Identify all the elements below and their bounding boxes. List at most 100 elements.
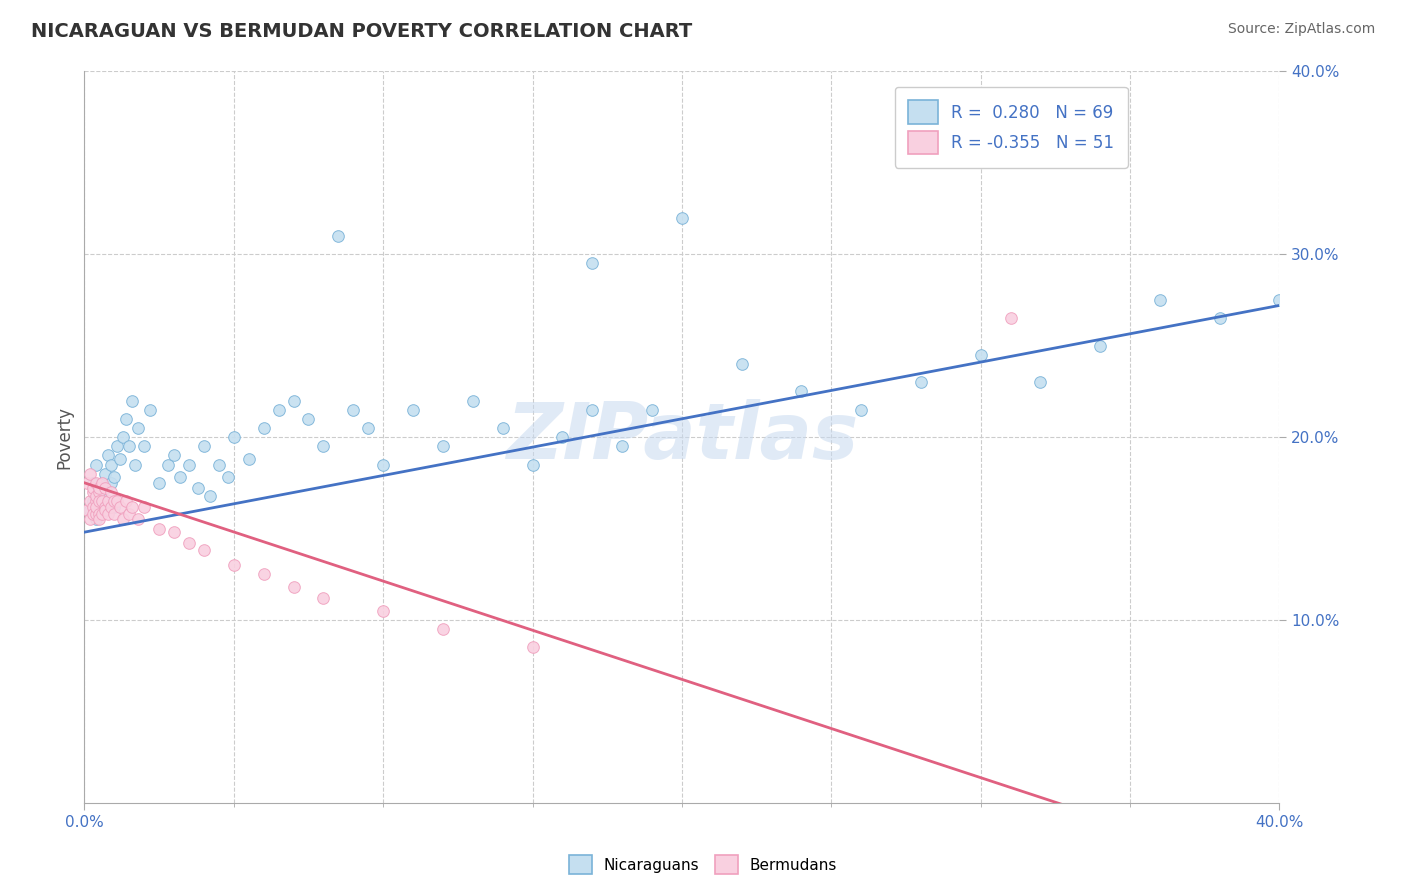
Point	[283, 393, 305, 408]
Point	[671, 211, 693, 225]
Point	[118, 439, 141, 453]
Point	[79, 467, 101, 481]
Point	[86, 458, 108, 472]
Point	[86, 512, 108, 526]
Point	[169, 470, 191, 484]
Point	[82, 481, 104, 495]
Point	[312, 591, 335, 605]
Point	[97, 507, 120, 521]
Point	[94, 500, 117, 514]
Point	[198, 489, 221, 503]
Point	[297, 412, 319, 426]
Point	[253, 567, 276, 582]
Point	[112, 430, 135, 444]
Point	[94, 481, 117, 495]
Point	[94, 481, 117, 495]
Point	[79, 494, 101, 508]
Point	[91, 489, 114, 503]
Point	[86, 475, 108, 490]
Point	[127, 512, 149, 526]
Point	[373, 604, 395, 618]
Point	[238, 452, 260, 467]
Point	[910, 375, 932, 389]
Point	[91, 475, 114, 490]
Point	[82, 494, 104, 508]
Point	[970, 348, 993, 362]
Point	[193, 543, 215, 558]
Point	[432, 439, 454, 453]
Point	[82, 500, 104, 514]
Point	[121, 393, 143, 408]
Point	[105, 494, 128, 508]
Point	[402, 402, 425, 417]
Point	[97, 494, 120, 508]
Point	[253, 421, 276, 435]
Point	[89, 485, 111, 500]
Point	[641, 402, 664, 417]
Point	[177, 536, 200, 550]
Point	[86, 489, 108, 503]
Point	[187, 481, 209, 495]
Point	[124, 458, 146, 472]
Point	[97, 448, 120, 462]
Point	[103, 494, 125, 508]
Point	[82, 475, 104, 490]
Point	[1209, 311, 1232, 326]
Point	[217, 470, 239, 484]
Point	[110, 452, 132, 467]
Point	[89, 485, 111, 500]
Text: Source: ZipAtlas.com: Source: ZipAtlas.com	[1227, 22, 1375, 37]
Point	[89, 481, 111, 495]
Point	[342, 402, 364, 417]
Point	[89, 512, 111, 526]
Point	[103, 500, 125, 514]
Point	[103, 507, 125, 521]
Point	[103, 470, 125, 484]
Text: ZIPatlas: ZIPatlas	[506, 399, 858, 475]
Point	[86, 507, 108, 521]
Point	[121, 500, 143, 514]
Point	[461, 393, 484, 408]
Point	[100, 500, 122, 514]
Point	[112, 512, 135, 526]
Point	[94, 467, 117, 481]
Point	[790, 384, 813, 399]
Legend: R =  0.280   N = 69, R = -0.355   N = 51: R = 0.280 N = 69, R = -0.355 N = 51	[894, 87, 1128, 168]
Point	[89, 507, 111, 521]
Point	[312, 439, 335, 453]
Point	[492, 421, 515, 435]
Point	[97, 494, 120, 508]
Point	[76, 475, 98, 490]
Point	[89, 503, 111, 517]
Point	[1029, 375, 1052, 389]
Legend: Nicaraguans, Bermudans: Nicaraguans, Bermudans	[562, 849, 844, 880]
Point	[222, 558, 245, 573]
Point	[522, 640, 544, 655]
Point	[91, 494, 114, 508]
Point	[94, 503, 117, 517]
Point	[1149, 293, 1171, 307]
Point	[163, 525, 186, 540]
Point	[357, 421, 380, 435]
Point	[76, 503, 98, 517]
Point	[731, 357, 754, 371]
Point	[91, 475, 114, 490]
Point	[127, 421, 149, 435]
Point	[110, 500, 132, 514]
Point	[86, 500, 108, 514]
Point	[1000, 311, 1022, 326]
Point	[432, 622, 454, 636]
Point	[163, 448, 186, 462]
Point	[100, 475, 122, 490]
Point	[148, 521, 170, 535]
Text: NICARAGUAN VS BERMUDAN POVERTY CORRELATION CHART: NICARAGUAN VS BERMUDAN POVERTY CORRELATI…	[31, 22, 692, 41]
Point	[82, 507, 104, 521]
Point	[82, 485, 104, 500]
Point	[208, 458, 231, 472]
Point	[1090, 338, 1112, 352]
Point	[115, 412, 138, 426]
Point	[157, 458, 180, 472]
Point	[193, 439, 215, 453]
Y-axis label: Poverty: Poverty	[55, 406, 73, 468]
Point	[177, 458, 200, 472]
